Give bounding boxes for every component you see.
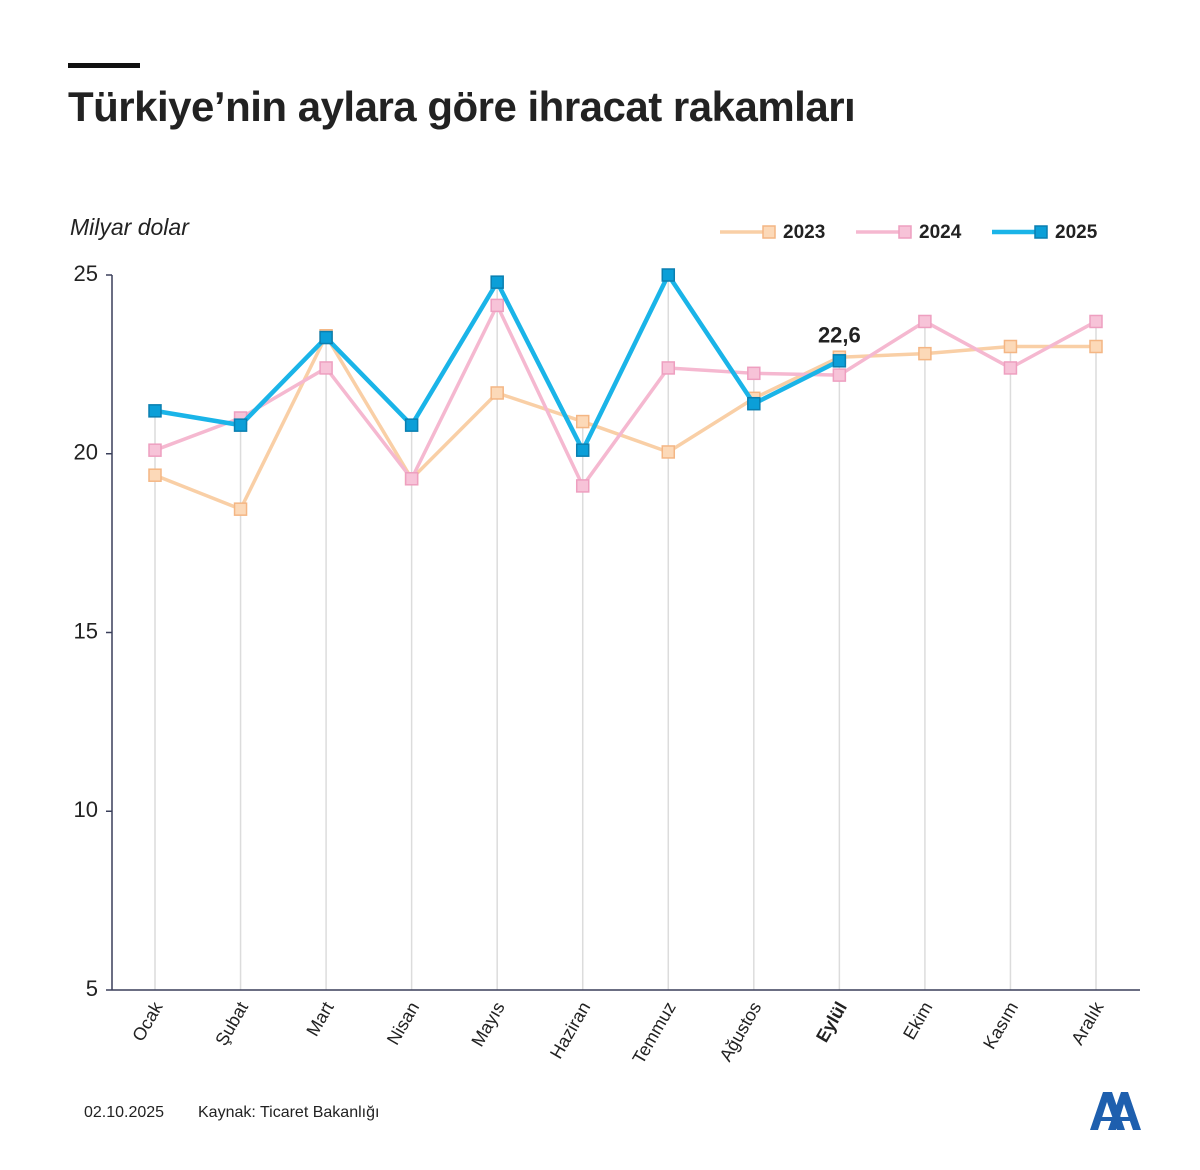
legend-marker: [898, 225, 912, 239]
point: [575, 414, 590, 429]
point: [148, 443, 162, 457]
y-tick-label: 20: [74, 440, 98, 465]
point: [661, 445, 676, 459]
y-axis-label: Milyar dolar: [70, 214, 190, 240]
x-tick-label: Şubat: [211, 998, 252, 1049]
legend-label: 2024: [919, 222, 962, 243]
point: [319, 361, 333, 375]
x-tick-label: Haziran: [546, 998, 594, 1062]
series: [148, 298, 1103, 493]
point: [1003, 361, 1018, 375]
point: [661, 268, 676, 282]
date: 02.10.2025: [84, 1104, 164, 1121]
point: [747, 396, 761, 411]
point: [490, 386, 504, 400]
x-tick-label: Eylül: [812, 998, 851, 1045]
point: [575, 479, 590, 493]
series: 22,6: [148, 268, 861, 457]
point: [319, 330, 333, 345]
x-tick-label: Temmuz: [629, 998, 680, 1067]
y-tick-label: 15: [74, 618, 98, 643]
y-tick-label: 5: [86, 976, 98, 1001]
x-tick-label: Kasım: [979, 998, 1022, 1052]
point: [575, 443, 590, 457]
point: [918, 314, 932, 329]
point: [233, 502, 248, 516]
point: [661, 361, 676, 375]
point: [832, 368, 847, 382]
x-tick-label: Mart: [302, 998, 337, 1039]
y-tick-label: 25: [74, 261, 98, 286]
legend-label: 2025: [1055, 222, 1098, 243]
x-tick-label: Mayıs: [467, 998, 508, 1050]
x-tick-label: Nisan: [383, 998, 423, 1048]
point: [747, 366, 761, 381]
point: [404, 418, 419, 432]
x-tick-label: Ağustos: [716, 998, 766, 1064]
point: [148, 404, 162, 418]
chart-title: Türkiye’nin aylara göre ihracat rakamlar…: [68, 83, 855, 130]
point: [233, 418, 248, 432]
x-tick-label: Ocak: [128, 998, 167, 1045]
x-tick-label: Ekim: [899, 998, 936, 1043]
title-bar: [68, 63, 140, 68]
point: [1003, 339, 1018, 354]
logo: [1090, 1092, 1141, 1130]
line: [154, 334, 1096, 511]
line: [154, 303, 1097, 488]
legend-label: 2023: [783, 222, 825, 243]
point: [404, 472, 419, 486]
y-tick-label: 10: [74, 797, 98, 822]
point: [1089, 339, 1103, 354]
point: [1089, 314, 1103, 329]
source: Kaynak: Ticaret Bakanlığı: [198, 1104, 379, 1121]
point: [918, 346, 932, 361]
point: [490, 275, 504, 289]
data-label: 22,6: [818, 323, 861, 348]
point: [148, 468, 162, 482]
x-tick-label: Aralık: [1067, 998, 1108, 1049]
legend-marker: [1034, 225, 1048, 239]
legend-marker: [762, 225, 776, 239]
point: [490, 298, 504, 313]
point: [832, 354, 847, 368]
